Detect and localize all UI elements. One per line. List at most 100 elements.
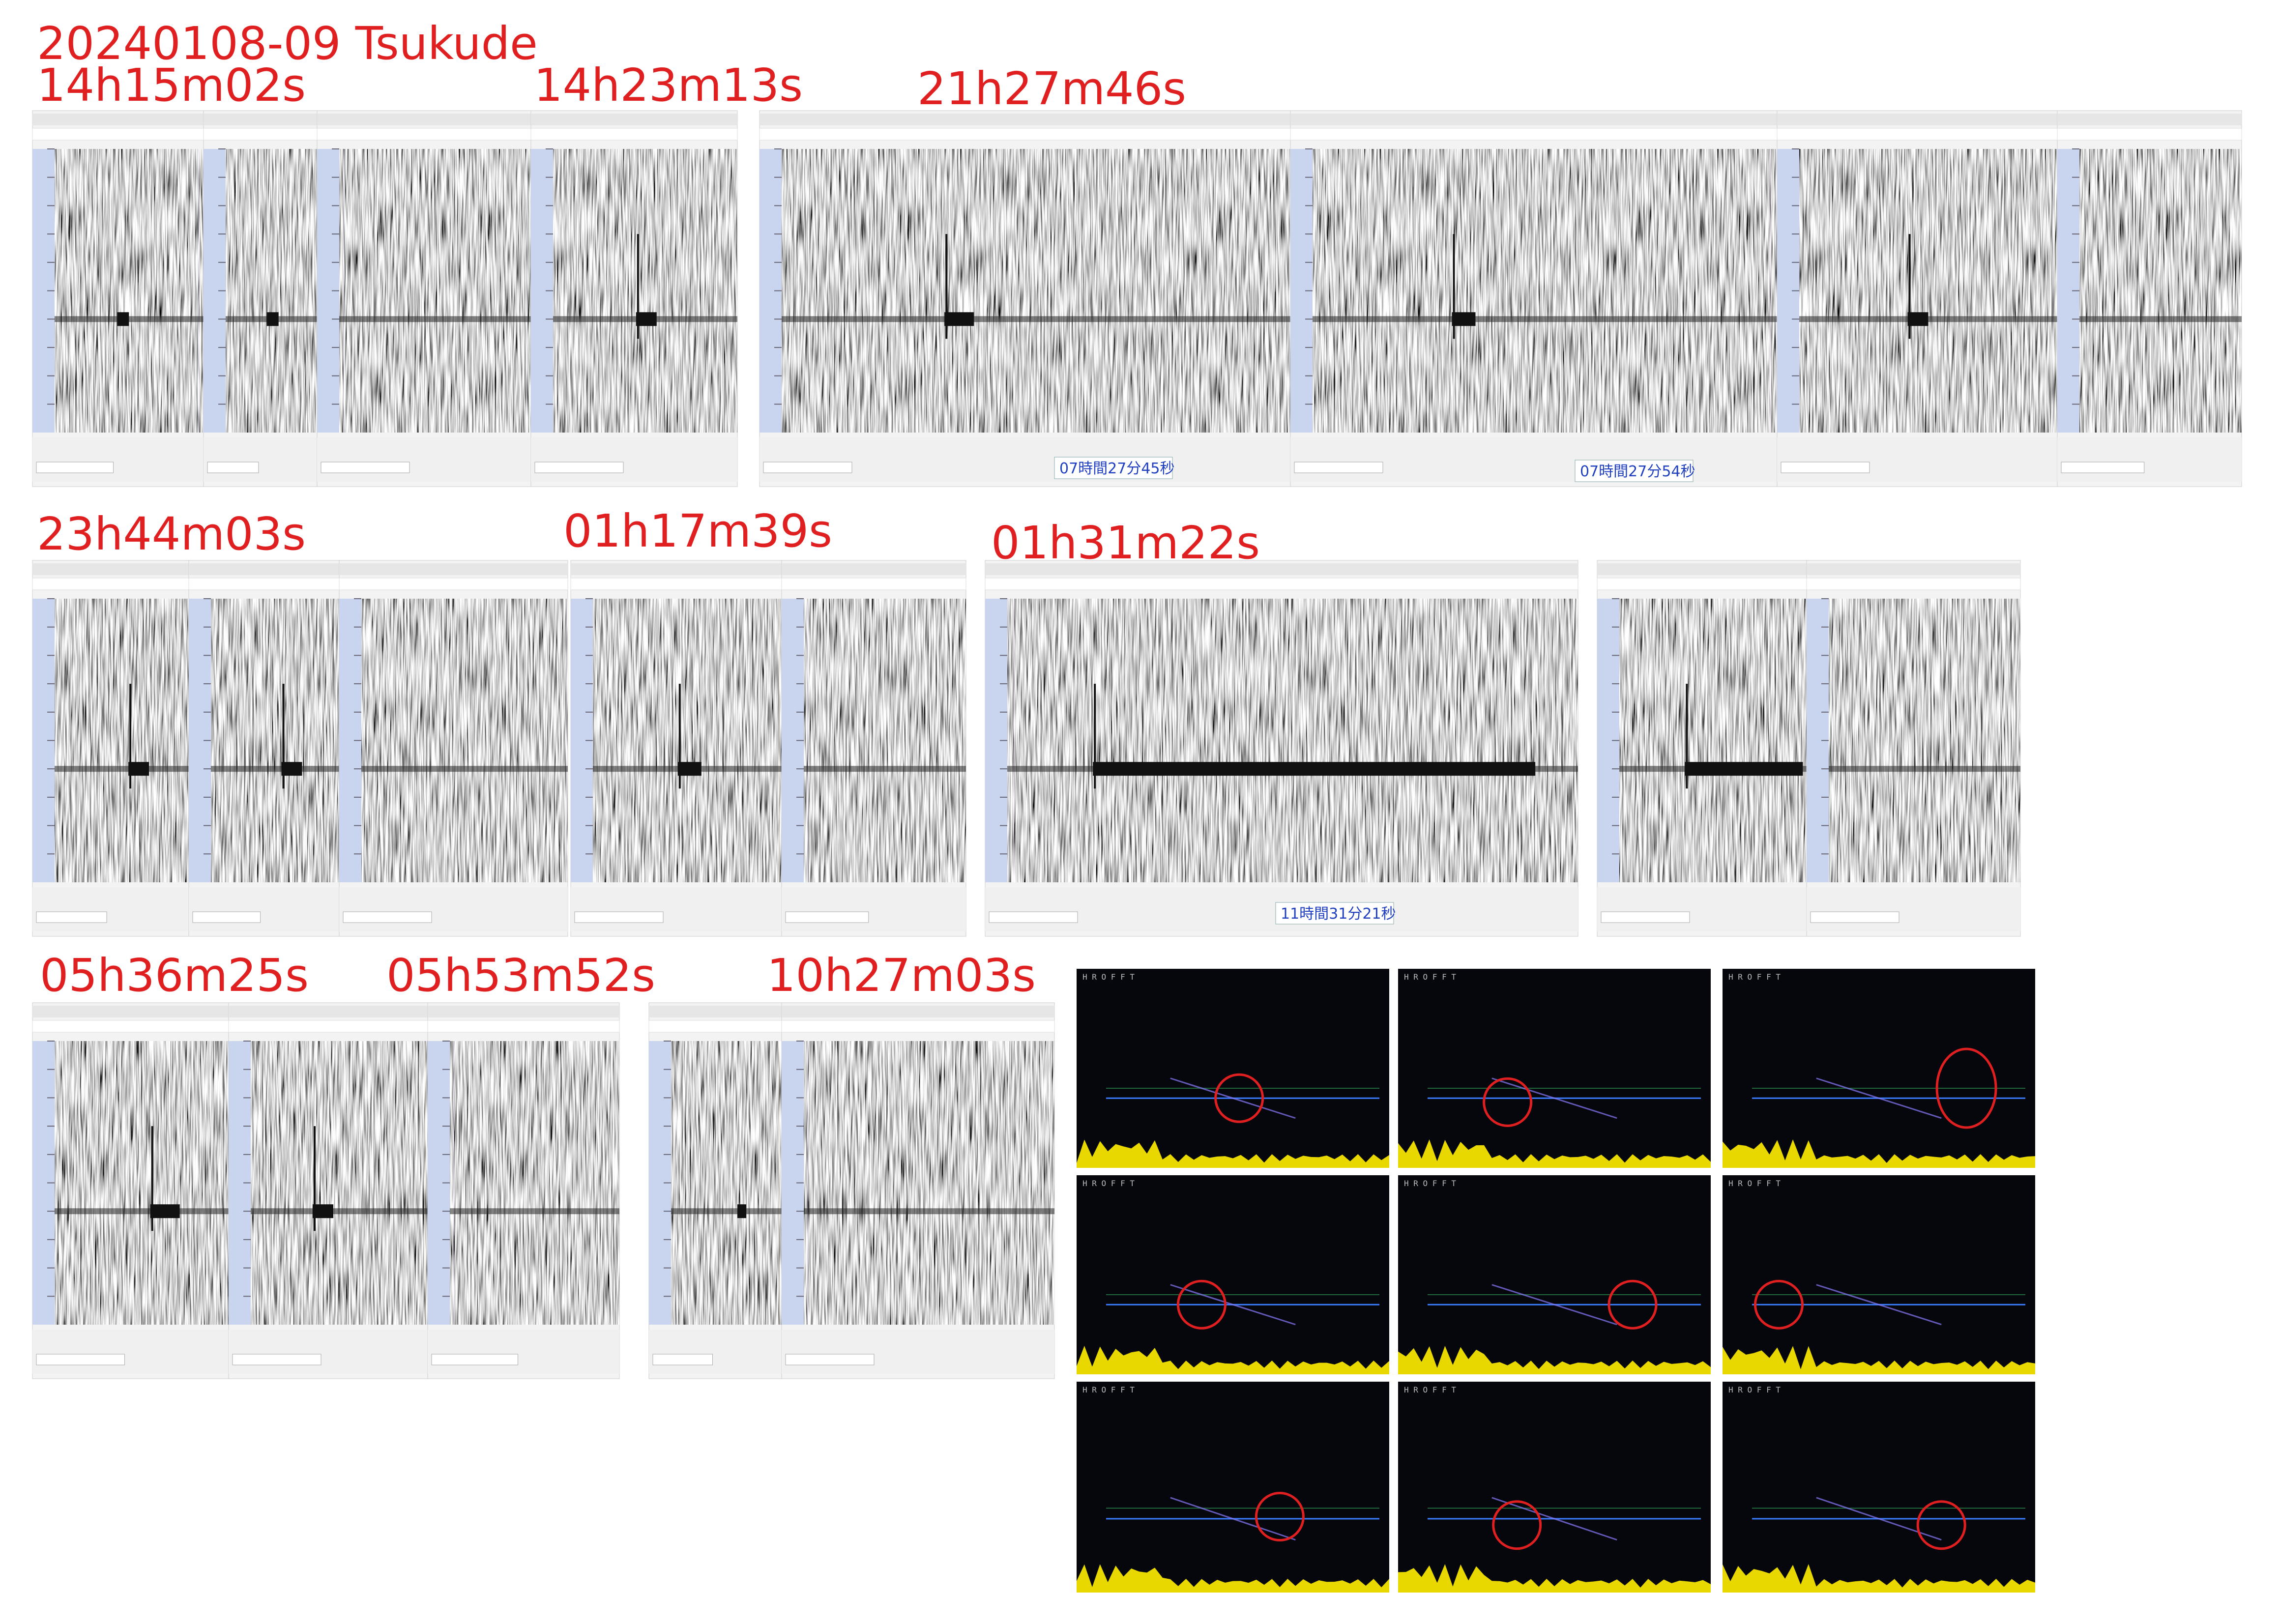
spectrogram-window: [203, 110, 318, 487]
time-label: 05h36m25s: [40, 949, 309, 1002]
title: 20240108-09 Tsukude: [37, 17, 538, 70]
meteor-echo: [313, 1204, 333, 1218]
hrofft-panel: H R O F F T: [1398, 1382, 1711, 1593]
ruler: [203, 128, 318, 141]
toolbar: [339, 887, 568, 931]
time-box-text: 07時間27分45秒: [1059, 460, 1175, 477]
header-bar: [782, 1006, 1054, 1017]
hrofft-panel: H R O F F T: [1398, 969, 1711, 1168]
plane-trail: [1816, 1497, 1942, 1541]
meteor-echo: [677, 762, 701, 776]
field: [1294, 462, 1383, 473]
time-box: [1575, 460, 1694, 482]
header-bar: [1290, 114, 1777, 125]
spectrogram: [671, 1041, 782, 1325]
time-label: 14h15m02s: [37, 59, 306, 112]
plane-trail: [1170, 1077, 1296, 1119]
ruler: [317, 128, 531, 141]
spectrum: [1077, 1346, 1389, 1374]
spectrogram: [782, 149, 1290, 433]
toolbar: [204, 437, 317, 482]
field: [36, 1354, 125, 1365]
hrofft-bg: [1398, 1382, 1711, 1593]
panels: 07時間27分45秒 07時間27分54秒 11時間31分21秒 H R O F F …: [32, 110, 2242, 1593]
toolbar: [2057, 437, 2242, 482]
spectrogram-window: [1777, 110, 2058, 487]
spectrogram-window: [32, 110, 204, 487]
spectrogram-window: [781, 560, 966, 937]
highlight-circle: [1483, 1077, 1533, 1127]
toolbar: [782, 887, 966, 931]
spectrogram: [211, 599, 339, 882]
field: [321, 462, 410, 473]
spectrogram: [55, 599, 189, 882]
carrier-line: [1829, 766, 2020, 772]
highlight-circle: [1753, 1279, 1804, 1330]
toolbar: [782, 1330, 1054, 1374]
hrofft-panel: H R O F F T: [1723, 1175, 2035, 1374]
time-box-text: 11時間31分21秒: [1281, 905, 1396, 923]
hrofft-panel: H R O F F T: [1723, 969, 2035, 1168]
header-bar: [531, 114, 737, 125]
carrier-line: [671, 1208, 782, 1215]
ruler: [32, 1020, 229, 1033]
plane-trail: [1816, 1077, 1942, 1119]
field: [36, 911, 107, 923]
hrofft-bg: [1077, 1175, 1389, 1374]
spectrum: [1723, 1346, 2035, 1374]
header-bar: [1807, 563, 2020, 575]
plane-trail: [1170, 1284, 1296, 1326]
time-box: [1054, 457, 1173, 479]
carrier-line: [55, 766, 189, 772]
ruler: [759, 128, 1291, 141]
field: [192, 911, 261, 923]
ruler: [781, 578, 966, 590]
hrofft-panel: H R O F F T: [1077, 969, 1389, 1168]
carrier-line: [782, 316, 1290, 322]
hrofft-bg: [1077, 1382, 1389, 1593]
highlight-circle: [1607, 1279, 1658, 1330]
spectrogram: [1619, 599, 1807, 882]
toolbar: [317, 437, 531, 482]
spectrum: [1398, 1564, 1711, 1593]
meteor-echo: [1452, 312, 1476, 326]
spectrogram: [1829, 599, 2020, 882]
header-bar: [32, 1006, 229, 1017]
spectrum: [1723, 1139, 2035, 1168]
toolbar: [189, 887, 339, 931]
spectrogram: [55, 1041, 229, 1325]
meteor-echo: [281, 762, 302, 776]
plane-trail: [1816, 1284, 1942, 1326]
field: [785, 911, 869, 923]
time-label: 05h53m52s: [386, 949, 655, 1002]
spectrogram-window: [32, 560, 189, 937]
spectrogram-window: [759, 110, 1291, 487]
highlight-circle: [1214, 1073, 1264, 1123]
carrier-line: [1313, 316, 1777, 322]
spectrum: [1077, 1139, 1389, 1168]
highlight-circle: [1935, 1047, 1997, 1129]
header-bar: [2057, 114, 2242, 125]
time-label: 14h23m13s: [534, 59, 803, 112]
hrofft-bg: [1077, 969, 1389, 1168]
header-bar: [229, 1006, 428, 1017]
field: [574, 911, 664, 923]
hrofft-header: H R O F F T: [1728, 1179, 1781, 1188]
field: [343, 911, 432, 923]
toolbar: [760, 437, 1290, 482]
ruler: [530, 128, 738, 141]
header-bar: [428, 1006, 619, 1017]
hrofft-panel: H R O F F T: [1723, 1382, 2035, 1593]
hrofft-bg: [1398, 1175, 1711, 1374]
field: [232, 1354, 321, 1365]
meteor-echo: [636, 312, 657, 326]
toolbar: [32, 887, 189, 931]
hrofft-header: H R O F F T: [1082, 1179, 1135, 1188]
field: [1810, 911, 1899, 923]
header-bar: [32, 563, 189, 575]
carrier-line: [361, 766, 568, 772]
carrier-line: [251, 1208, 428, 1215]
spectrogram-window: [985, 560, 1578, 937]
spectrogram-window: [228, 1002, 428, 1379]
